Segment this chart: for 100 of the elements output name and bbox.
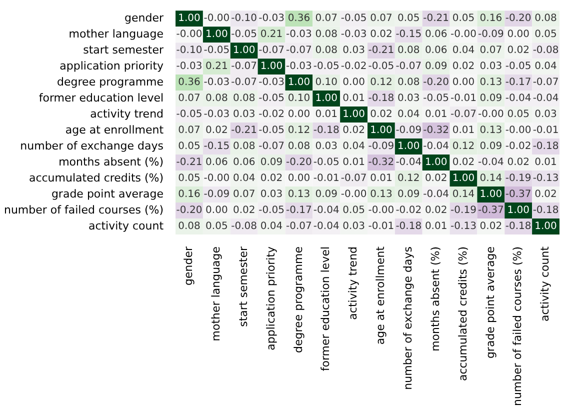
data-label: 0.13 (480, 77, 502, 88)
data-label: -0.10 (176, 45, 202, 56)
data-label: 0.05 (178, 141, 200, 152)
data-label: 0.00 (507, 29, 530, 40)
data-label: 0.08 (398, 77, 420, 88)
data-label: 0.09 (424, 61, 448, 72)
data-label: -0.03 (176, 61, 202, 72)
x-tick-label: activity count (538, 246, 552, 322)
data-label: -0.03 (258, 77, 284, 88)
data-label: -0.18 (313, 125, 340, 136)
data-label: 0.06 (424, 45, 448, 56)
data-label: -0.00 (204, 173, 230, 184)
x-tick-label: gender (182, 246, 196, 286)
data-label: 0.05 (534, 29, 557, 40)
data-label: -0.04 (478, 157, 504, 168)
data-label: 1.00 (507, 205, 530, 216)
data-label: -0.05 (258, 93, 284, 104)
data-label: -0.07 (532, 77, 559, 88)
data-label: 1.00 (480, 189, 502, 200)
data-label: -0.05 (258, 205, 284, 216)
data-label: 1.00 (342, 109, 365, 120)
data-label: 0.21 (260, 29, 283, 40)
x-tick-label: number of failed courses (%) (511, 246, 524, 406)
y-tick-label: activity trend (90, 107, 164, 120)
data-label: 0.05 (398, 13, 420, 24)
x-tick-label: number of exchange days (402, 246, 414, 390)
data-label: -0.04 (423, 141, 450, 152)
data-label: -0.18 (532, 205, 559, 216)
data-label: -0.07 (231, 77, 258, 88)
y-tick-label: start semester (83, 43, 164, 56)
data-label: -0.21 (231, 125, 258, 136)
data-label: 0.01 (370, 173, 392, 184)
data-label: 0.03 (342, 45, 365, 56)
data-label: -0.32 (368, 157, 394, 168)
data-label: 0.05 (452, 13, 475, 24)
data-label: 1.00 (178, 13, 200, 24)
data-label: -0.20 (423, 77, 450, 88)
data-label: 0.10 (315, 77, 338, 88)
data-label: -0.21 (423, 13, 450, 24)
y-tick-label: age at enrollment (65, 123, 164, 136)
data-label: 0.09 (398, 189, 420, 200)
data-label: -0.03 (286, 61, 312, 72)
data-label: -0.00 (478, 109, 504, 120)
data-label: -0.05 (313, 157, 340, 168)
y-tick-label: activity count (88, 219, 164, 232)
data-label: 0.16 (480, 13, 502, 24)
data-label: 0.05 (507, 109, 530, 120)
data-label: -0.07 (258, 45, 284, 56)
data-label: -0.07 (231, 61, 258, 72)
data-label: -0.04 (532, 93, 559, 104)
data-label: 0.00 (452, 77, 475, 88)
data-label: 0.36 (178, 77, 200, 88)
x-tick-label: degree programme (292, 246, 305, 353)
data-label: -0.18 (368, 93, 394, 104)
data-label: 0.03 (342, 221, 365, 232)
data-label: -0.03 (258, 13, 284, 24)
y-tick-label: months absent (%) (58, 155, 164, 168)
x-tick-label: months absent (%) (428, 246, 442, 352)
x-tick-label: age at enrollment (374, 246, 388, 345)
data-label: -0.04 (396, 157, 422, 168)
data-label: 0.07 (178, 125, 200, 136)
data-label: -0.18 (396, 221, 422, 232)
data-label: -0.20 (176, 205, 202, 216)
data-label: -0.19 (450, 205, 476, 216)
data-label: -0.02 (505, 141, 532, 152)
data-label: 0.02 (206, 125, 228, 136)
data-label: 0.02 (424, 205, 448, 216)
data-label: -0.09 (478, 29, 504, 40)
data-label: -0.19 (505, 173, 532, 184)
data-label: 0.09 (260, 157, 283, 168)
data-label: 0.04 (342, 141, 365, 152)
data-label: -0.05 (368, 61, 394, 72)
data-label: -0.07 (258, 141, 284, 152)
data-label: -0.09 (204, 189, 230, 200)
data-label: 0.04 (398, 109, 420, 120)
data-label: 0.07 (480, 45, 502, 56)
y-tick-label: gender (124, 11, 164, 24)
data-label: 0.07 (232, 189, 256, 200)
data-label: -0.21 (176, 157, 202, 168)
data-label: 0.02 (232, 205, 256, 216)
data-label: 0.01 (342, 93, 365, 104)
x-tick-label: application priority (264, 246, 278, 350)
data-label: -0.04 (505, 93, 532, 104)
data-label: 0.03 (398, 93, 420, 104)
data-label: -0.00 (450, 29, 476, 40)
data-label: 0.02 (507, 45, 530, 56)
data-label: 0.13 (370, 189, 392, 200)
data-label: 0.02 (452, 61, 475, 72)
data-label: 0.04 (232, 173, 256, 184)
data-label: 0.02 (480, 221, 502, 232)
data-label: -0.10 (231, 13, 258, 24)
data-label: 0.04 (452, 45, 475, 56)
data-label: 0.12 (370, 77, 392, 88)
data-label: 0.04 (260, 221, 283, 232)
data-label: 0.02 (370, 29, 392, 40)
data-label: 0.02 (260, 173, 283, 184)
data-label: -0.08 (532, 45, 559, 56)
data-label: 0.12 (452, 141, 475, 152)
data-label: 0.01 (315, 109, 338, 120)
data-label: -0.02 (340, 61, 367, 72)
